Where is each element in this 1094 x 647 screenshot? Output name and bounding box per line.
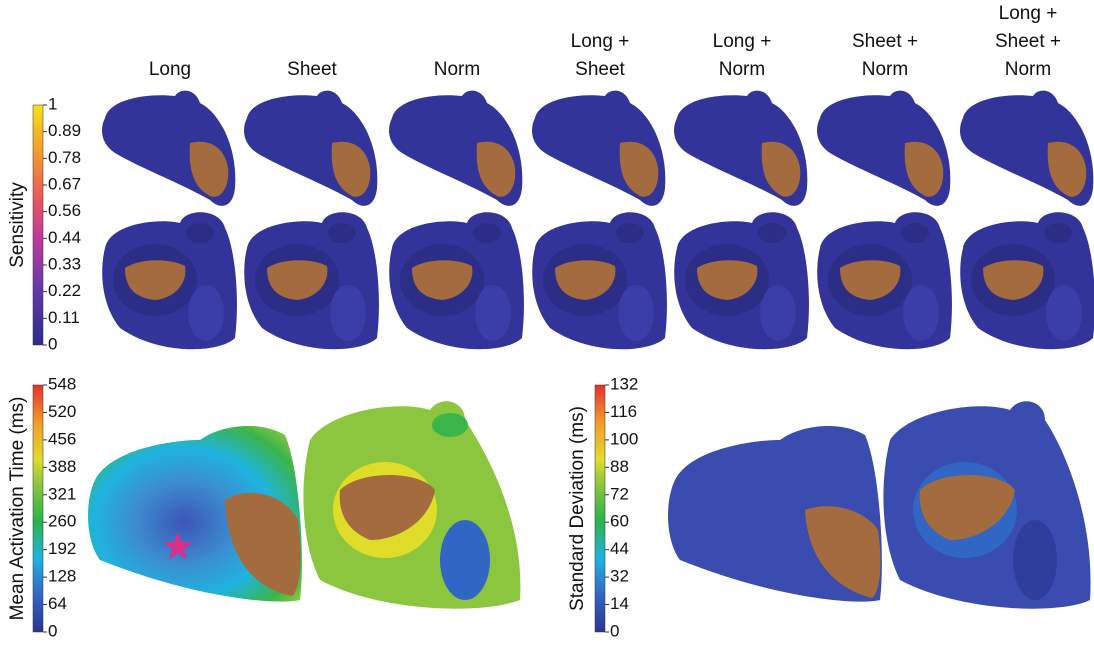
column-header: Long: [149, 59, 191, 80]
tick-label: 548: [48, 374, 76, 393]
tick-label: 1: [48, 94, 57, 113]
tick-label: 520: [48, 402, 76, 421]
column-header: Norm: [862, 59, 908, 80]
column-header: Norm: [719, 59, 765, 80]
tick-label: 0.44: [48, 228, 81, 247]
tick-label: 260: [48, 512, 76, 531]
std-dev-hearts: [668, 401, 1091, 608]
column-header: Long +: [571, 31, 630, 52]
column-header: Norm: [1005, 59, 1051, 80]
tick-label: 14: [610, 594, 629, 613]
tick-label: 72: [610, 484, 629, 503]
tick-label: 0.89: [48, 121, 81, 140]
tick-label: 192: [48, 539, 76, 558]
column-header: Sheet: [287, 59, 337, 80]
column-header: Sheet: [575, 59, 625, 80]
tick-label: 100: [610, 429, 638, 448]
column-header: Long +: [713, 31, 772, 52]
colorbar: [595, 385, 605, 632]
tick-label: 32: [610, 567, 629, 586]
colorbar: [33, 105, 43, 345]
tick-label: 0.22: [48, 281, 81, 300]
tick-label: 132: [610, 374, 638, 393]
column-header: Sheet +: [852, 31, 918, 52]
colorbar-label: Mean Activation Time (ms): [7, 397, 28, 621]
tick-label: 0.78: [48, 148, 81, 167]
column-header: Norm: [434, 59, 480, 80]
tick-label: 0.33: [48, 254, 81, 273]
colorbar-label: Sensitivity: [7, 182, 28, 268]
tick-label: 128: [48, 567, 76, 586]
tick-label: 44: [610, 539, 629, 558]
tick-label: 0: [610, 621, 619, 640]
tick-label: 0: [48, 621, 57, 640]
heart-grid: [102, 91, 1094, 350]
tick-label: 388: [48, 457, 76, 476]
colorbar-label: Standard Deviation (ms): [567, 406, 588, 611]
figure: Long Sheet Norm Long + Sheet Long + Norm Sheet …: [0, 0, 1094, 642]
tick-label: 0.56: [48, 201, 81, 220]
tick-label: 456: [48, 429, 76, 448]
column-header: Long +: [999, 3, 1058, 24]
tick-label: 116: [610, 402, 637, 421]
mean-activation-hearts: [88, 401, 520, 608]
tick-label: 0.67: [48, 174, 81, 193]
tick-label: 0.11: [48, 308, 80, 327]
colorbar: [33, 385, 43, 632]
tick-label: 64: [48, 594, 67, 613]
tick-label: 88: [610, 457, 629, 476]
tick-label: 60: [610, 512, 629, 531]
column-header: Sheet +: [995, 31, 1061, 52]
tick-label: 321: [48, 484, 76, 503]
tick-label: 0: [48, 334, 57, 353]
